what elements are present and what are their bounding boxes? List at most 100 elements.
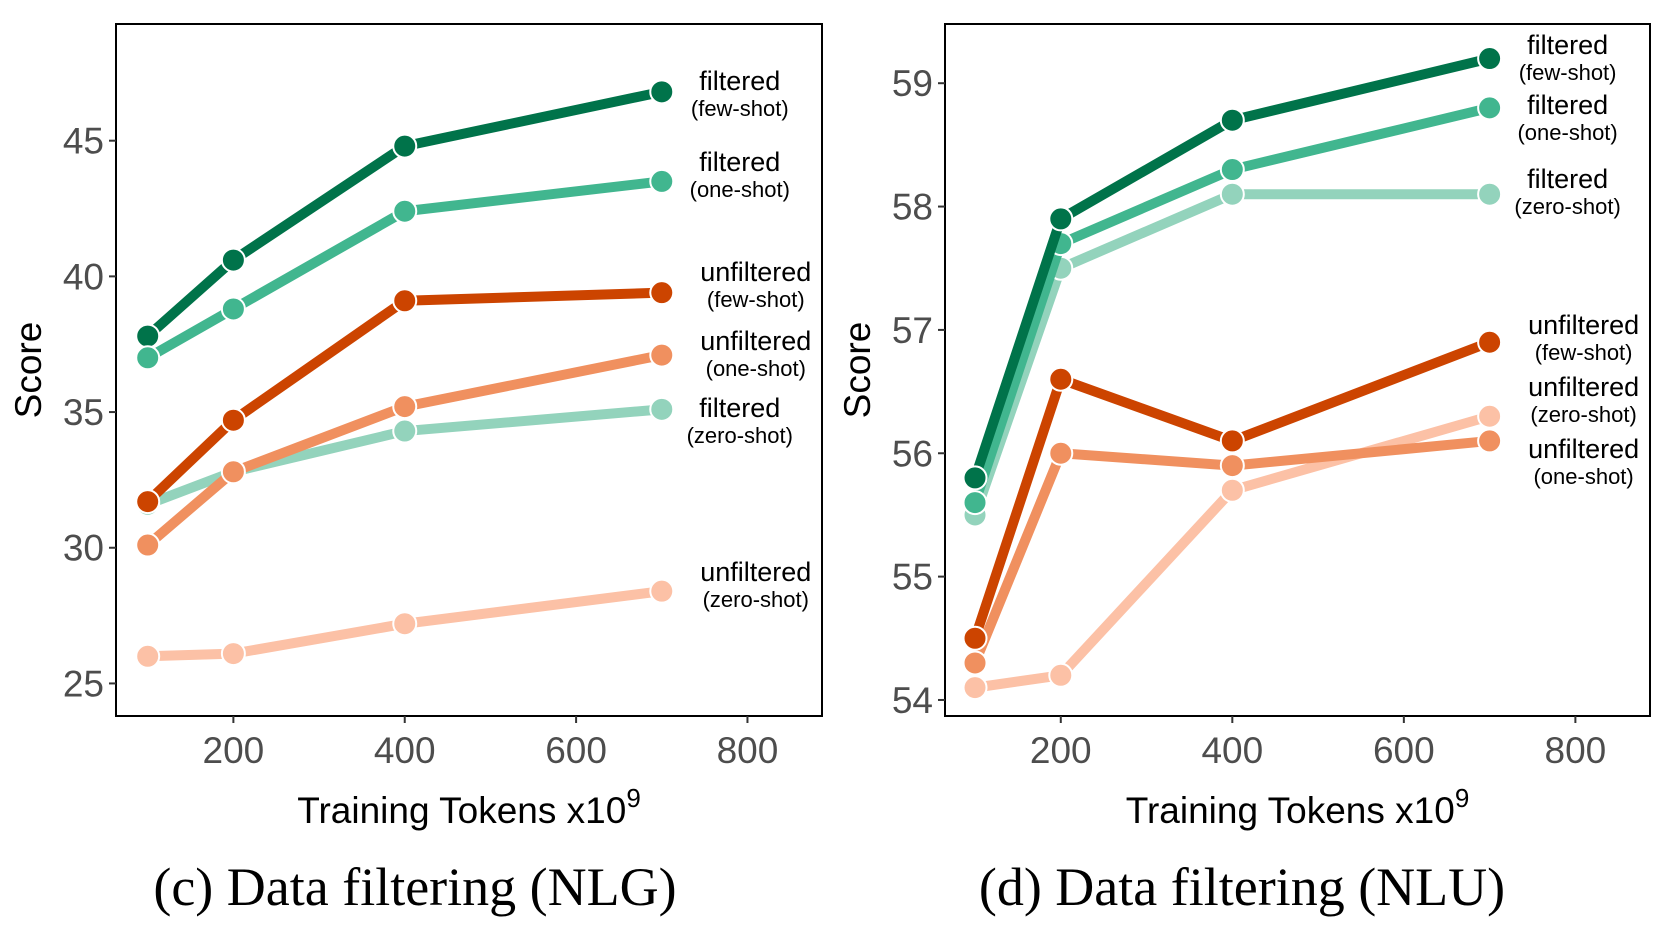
x-axis-label: Training Tokens x109 xyxy=(297,783,641,831)
series-label: unfiltered xyxy=(1528,310,1639,340)
data-point xyxy=(220,407,246,433)
series-line xyxy=(970,189,1490,517)
data-point xyxy=(1477,181,1503,207)
series-line xyxy=(970,435,1491,665)
data-point xyxy=(135,532,161,558)
series-label: filtered xyxy=(699,393,780,423)
series-unfiltered-few-shot: unfiltered(few-shot) xyxy=(962,310,1639,651)
x-tick-label: 800 xyxy=(717,730,779,771)
panel-nlg: 25 30 35 40 45 200 400 600 800 Training Tokens x1… xyxy=(8,23,823,917)
x-tick-label: 400 xyxy=(374,730,436,771)
y-tick-label: 57 xyxy=(892,310,933,351)
data-point xyxy=(392,198,418,224)
series-unfiltered-one-shot: unfiltered(one-shot) xyxy=(135,326,811,558)
y-tick-label: 30 xyxy=(63,528,104,569)
data-point xyxy=(1477,46,1503,72)
series-label-shot: (few-shot) xyxy=(707,287,805,312)
series-label: filtered xyxy=(1527,164,1608,194)
data-point xyxy=(1219,107,1245,133)
series-unfiltered-one-shot: unfiltered(one-shot) xyxy=(962,428,1639,676)
y-axis-label: Score xyxy=(8,322,49,419)
data-point xyxy=(220,641,246,667)
panel-caption: (d) Data filtering (NLU) xyxy=(979,857,1505,917)
x-axis-label: Training Tokens x109 xyxy=(1126,783,1470,831)
x-tick-label: 600 xyxy=(1373,730,1435,771)
y-tick-label: 55 xyxy=(892,557,933,598)
series-filtered-one-shot: filtered(one-shot) xyxy=(135,147,790,371)
data-point xyxy=(392,288,418,314)
y-tick-label: 40 xyxy=(63,256,104,297)
series-line xyxy=(144,350,663,549)
data-point xyxy=(649,79,675,105)
data-point xyxy=(135,643,161,669)
x-tick-label: 200 xyxy=(1030,730,1092,771)
data-point xyxy=(962,490,988,516)
data-point xyxy=(220,459,246,485)
data-point xyxy=(1219,477,1245,503)
series-label-shot: (zero-shot) xyxy=(703,587,809,612)
data-point xyxy=(392,611,418,637)
series-unfiltered-few-shot: unfiltered(few-shot) xyxy=(135,257,811,515)
data-point xyxy=(220,247,246,273)
data-point xyxy=(1048,440,1074,466)
series-label: filtered xyxy=(1527,90,1608,120)
series-filtered-one-shot: filtered(one-shot) xyxy=(962,90,1618,516)
series-label-shot: (zero-shot) xyxy=(1530,402,1636,427)
y-tick-label: 59 xyxy=(892,63,933,104)
x-axis-label-exponent: 9 xyxy=(1455,783,1469,813)
data-point xyxy=(135,345,161,371)
series-label: unfiltered xyxy=(700,326,811,356)
data-point xyxy=(220,296,246,322)
data-point xyxy=(1219,428,1245,454)
data-point xyxy=(392,133,418,159)
data-point xyxy=(392,394,418,420)
series-label: unfiltered xyxy=(700,257,811,287)
series-line xyxy=(970,337,1492,640)
panel-caption: (c) Data filtering (NLG) xyxy=(153,857,676,917)
series-line xyxy=(970,53,1491,480)
data-point xyxy=(1477,403,1503,429)
data-point xyxy=(649,342,675,368)
series-label: filtered xyxy=(699,66,780,96)
series-filtered-few-shot: filtered(few-shot) xyxy=(962,30,1617,491)
y-tick-label: 35 xyxy=(63,392,104,433)
data-point xyxy=(1219,181,1245,207)
series-label-shot: (one-shot) xyxy=(1517,120,1617,145)
data-point xyxy=(962,650,988,676)
data-point xyxy=(962,675,988,701)
series-line xyxy=(145,176,663,363)
series-label-shot: (few-shot) xyxy=(691,96,789,121)
series-label-shot: (one-shot) xyxy=(690,177,790,202)
plot-frame xyxy=(115,23,823,717)
series-line xyxy=(144,86,663,340)
data-point xyxy=(1048,206,1074,232)
series-label-shot: (one-shot) xyxy=(1533,464,1633,489)
panel-nlu: 54 55 56 57 58 59 200 400 600 800 Training Tokens … xyxy=(837,23,1651,917)
data-point xyxy=(1219,157,1245,183)
data-point xyxy=(392,418,418,444)
series-label-shot: (few-shot) xyxy=(1535,340,1633,365)
data-point xyxy=(649,280,675,306)
series-line xyxy=(147,586,663,662)
plot-frame xyxy=(944,23,1651,717)
x-tick-label: 800 xyxy=(1545,730,1607,771)
y-tick-label: 56 xyxy=(892,433,933,474)
data-point xyxy=(649,396,675,422)
series-label: unfiltered xyxy=(1528,434,1639,464)
data-point xyxy=(649,168,675,194)
data-point xyxy=(1219,453,1245,479)
series-label: filtered xyxy=(1527,30,1608,60)
series-line xyxy=(970,103,1491,505)
y-axis-label: Score xyxy=(837,322,878,419)
series-filtered-few-shot: filtered(few-shot) xyxy=(135,66,789,349)
data-point xyxy=(962,465,988,491)
series-line xyxy=(145,404,663,510)
series-label: filtered xyxy=(699,147,780,177)
data-point xyxy=(135,323,161,349)
series-unfiltered-zero-shot: unfiltered (zero-shot) xyxy=(962,372,1639,701)
data-point xyxy=(1477,329,1503,355)
data-point xyxy=(135,489,161,515)
series-label: unfiltered xyxy=(700,557,811,587)
data-point xyxy=(1477,428,1503,454)
